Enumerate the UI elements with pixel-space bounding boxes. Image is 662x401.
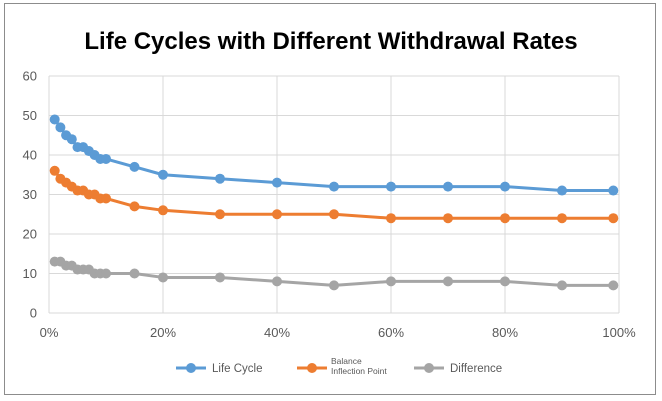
data-point-life-cycle (66, 134, 77, 145)
data-point-life-cycle (215, 173, 225, 184)
series-layer (49, 114, 619, 291)
x-tick-label: 80% (492, 325, 518, 340)
data-point-balance-inflection-point (608, 213, 619, 224)
data-point-life-cycle (55, 122, 66, 133)
y-tick-label: 50 (23, 108, 37, 123)
data-point-difference (158, 272, 168, 283)
y-tick-label: 10 (23, 266, 37, 281)
data-point-difference (443, 276, 453, 287)
x-tick-label: 60% (378, 325, 404, 340)
data-point-life-cycle (608, 185, 619, 196)
data-point-balance-inflection-point (158, 205, 168, 216)
data-point-balance-inflection-point (557, 213, 567, 224)
data-point-life-cycle (500, 181, 510, 192)
data-point-balance-inflection-point (500, 213, 510, 224)
data-point-life-cycle (129, 161, 140, 172)
y-tick-label: 30 (23, 187, 37, 202)
y-tick-label: 40 (23, 148, 37, 163)
series-balance-inflection-point (49, 165, 619, 224)
data-point-difference (272, 276, 282, 287)
data-point-balance-inflection-point (386, 213, 396, 224)
data-point-life-cycle (329, 181, 339, 192)
data-point-life-cycle (49, 114, 60, 125)
chart-title: Life Cycles with Different Withdrawal Ra… (84, 28, 577, 55)
y-axis-tick-labels: 0 10 20 30 40 50 60 (23, 69, 37, 321)
data-point-difference (557, 280, 567, 291)
x-tick-label: 0% (40, 325, 59, 340)
data-point-life-cycle (272, 177, 282, 188)
data-point-difference (101, 268, 111, 279)
legend-label: Difference (450, 363, 502, 375)
legend-marker-swatch (186, 363, 196, 373)
data-point-balance-inflection-point (49, 165, 60, 176)
legend-item-difference: Difference (414, 363, 502, 375)
data-point-balance-inflection-point (443, 213, 453, 224)
legend-item-life-cycle: Life Cycle (176, 363, 263, 375)
data-point-balance-inflection-point (215, 209, 225, 220)
data-point-balance-inflection-point (101, 193, 111, 204)
data-point-difference (329, 280, 339, 291)
legend-marker-swatch (424, 363, 434, 373)
data-point-life-cycle (386, 181, 396, 192)
series-life-cycle (49, 114, 619, 196)
data-point-life-cycle (101, 153, 111, 164)
data-point-difference (386, 276, 396, 287)
x-tick-label: 20% (150, 325, 176, 340)
data-point-balance-inflection-point (272, 209, 282, 220)
data-point-difference (608, 280, 619, 291)
data-point-life-cycle (443, 181, 453, 192)
data-point-difference (500, 276, 510, 287)
legend-label: Life Cycle (212, 363, 263, 375)
data-point-balance-inflection-point (129, 201, 140, 212)
x-tick-label: 40% (264, 325, 290, 340)
series-difference (49, 256, 619, 291)
data-point-life-cycle (557, 185, 567, 196)
data-point-difference (129, 268, 140, 279)
legend-item-balance-inflection-point: Balance Inflection Point (297, 356, 387, 376)
legend-label: Balance Inflection Point (331, 356, 387, 376)
x-axis-tick-labels: 0% 20% 40% 60% 80% 100% (40, 325, 636, 340)
y-tick-label: 60 (23, 69, 37, 84)
data-point-difference (215, 272, 225, 283)
data-point-life-cycle (158, 169, 168, 180)
legend: Life Cycle Balance Inflection Point Differe… (176, 356, 502, 376)
x-tick-label: 100% (602, 325, 636, 340)
y-tick-label: 0 (30, 306, 37, 321)
data-point-balance-inflection-point (329, 209, 339, 220)
y-tick-label: 20 (23, 227, 37, 242)
legend-marker-swatch (307, 363, 317, 373)
